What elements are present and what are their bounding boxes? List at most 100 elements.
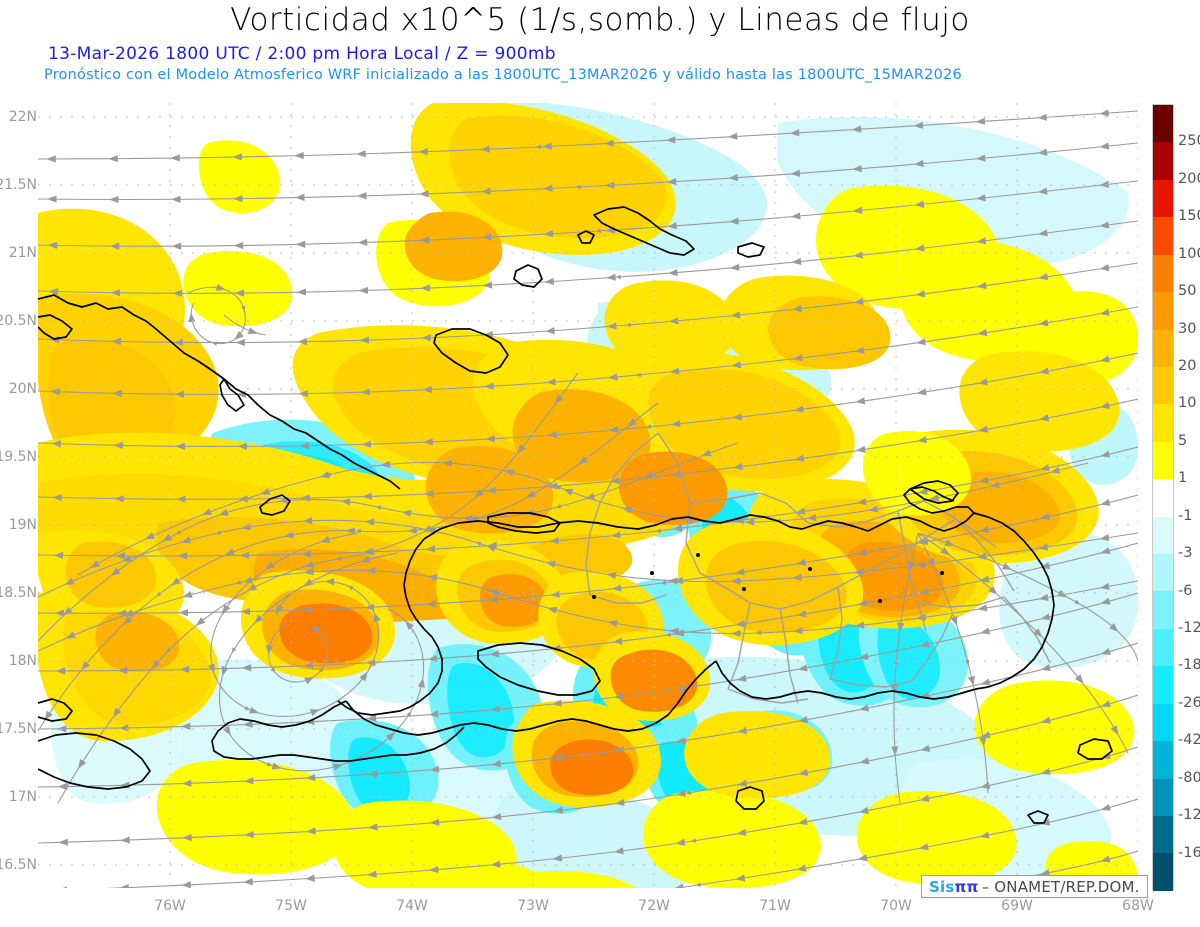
streamline-arrow — [303, 661, 314, 670]
colorbar-cell — [1153, 479, 1173, 517]
streamline-arrow — [276, 604, 284, 615]
streamline-arrow — [171, 195, 181, 203]
streamline-arrow — [162, 533, 173, 542]
streamline-arrow — [737, 726, 748, 734]
streamline-arrow — [607, 322, 617, 330]
streamline-arrow — [407, 526, 418, 534]
streamline-arrow — [320, 535, 331, 543]
colorbar-tick-label: -120 — [1178, 807, 1200, 824]
streamline-arrow — [442, 459, 453, 467]
streamline-arrow — [474, 489, 484, 499]
streamline-arrow — [385, 731, 395, 742]
streamline-arrow — [796, 864, 807, 872]
streamline-arrow — [113, 441, 123, 450]
streamline-arrow — [182, 833, 192, 842]
streamline-arrow — [1109, 623, 1119, 633]
streamline-arrow — [547, 606, 558, 614]
streamline-arrow — [423, 438, 433, 446]
streamline-arrow — [483, 330, 493, 339]
streamline-arrow — [732, 413, 743, 421]
streamline-arrow — [319, 471, 330, 479]
streamline-arrow — [553, 806, 563, 814]
streamline-arrow — [247, 327, 258, 335]
streamline-arrow — [424, 490, 434, 498]
streamline-arrow — [1100, 803, 1111, 811]
streamline-arrow — [793, 354, 803, 362]
colorbar-cell — [1153, 105, 1173, 143]
streamline-arrow — [914, 244, 925, 252]
streamline-arrow — [609, 476, 620, 485]
streamline-arrow — [852, 206, 863, 214]
colorbar-cell — [1153, 142, 1173, 180]
streamline-arrow — [491, 813, 502, 821]
streamline-arrow — [247, 583, 258, 592]
colorbar-cell — [1153, 816, 1173, 854]
streamline-arrow — [235, 338, 245, 347]
streamline-arrow — [609, 426, 619, 434]
streamline-arrow — [360, 555, 371, 563]
streamline-arrow — [552, 854, 563, 862]
attribution-agency: – ONAMET/REP.DOM. — [981, 877, 1140, 896]
streamline-arrow — [604, 181, 615, 189]
colorbar-cell — [1153, 329, 1173, 367]
streamline-arrow — [302, 517, 313, 525]
lat-label-16.5n: 16.5N — [0, 857, 37, 873]
streamline-arrow — [1100, 700, 1111, 708]
streamline-arrow — [980, 731, 991, 739]
streamline-arrow — [1100, 450, 1111, 458]
lat-label-20n: 20N — [8, 381, 37, 397]
colorbar-tick-label: 20 — [1178, 358, 1197, 374]
lon-label-74w: 74W — [396, 898, 428, 914]
streamline-arrow — [668, 577, 678, 585]
streamline-arrow — [345, 527, 355, 535]
streamline-arrow — [806, 514, 817, 522]
streamline-arrow — [919, 794, 930, 802]
streamline-arrow — [480, 145, 490, 153]
lat-label-19.5n: 19.5N — [0, 449, 37, 465]
streamline-arrow — [793, 627, 803, 635]
streamline-arrow — [427, 574, 438, 582]
streamline-arrow — [310, 626, 321, 634]
streamline-arrow — [421, 334, 431, 342]
streamline-arrow — [744, 518, 755, 526]
streamline-arrow — [852, 165, 862, 173]
streamline-arrow — [675, 838, 686, 846]
lon-label-68w: 68W — [1122, 898, 1154, 914]
streamline-arrow — [977, 378, 988, 386]
streamline-arrow — [182, 779, 192, 787]
streamline-arrow — [63, 606, 73, 616]
streamline-arrow — [181, 881, 191, 888]
colorbar-cell — [1153, 778, 1173, 817]
colorbar-tick-label: 250 — [1178, 133, 1200, 150]
streamline-arrow — [729, 217, 739, 225]
streamline-arrow — [733, 462, 743, 470]
streamline-arrow — [907, 561, 916, 572]
streamline-arrow — [182, 590, 193, 598]
streamline-arrow — [237, 442, 247, 450]
colorbar-tick-label: -6 — [1178, 582, 1193, 599]
streamline-arrow — [976, 282, 987, 290]
streamline-arrow — [296, 288, 307, 296]
streamline-arrow — [171, 242, 182, 250]
streamline-arrow — [115, 552, 126, 560]
colorbar-cell — [1153, 441, 1173, 480]
streamline-arrow — [112, 389, 122, 398]
streamline-arrow — [916, 338, 926, 346]
streamline-arrow — [614, 847, 624, 855]
streamline-arrow — [585, 492, 596, 500]
streamline-arrow — [613, 692, 624, 700]
streamline-arrow — [977, 604, 988, 612]
streamline-arrow — [858, 806, 869, 814]
lat-label-18n: 18N — [8, 653, 37, 669]
streamline-arrow — [151, 659, 161, 669]
streamline-arrow — [405, 620, 415, 631]
streamline-arrow — [1100, 401, 1110, 409]
page-title: Vorticidad x10^5 (1/s,somb.) y Lineas de… — [230, 2, 970, 38]
streamline-arrow — [260, 487, 271, 495]
lat-label-19n: 19N — [8, 517, 37, 533]
colorbar-tick-label: 200 — [1178, 170, 1200, 187]
streamline-arrow — [172, 289, 183, 297]
streamline-arrow — [177, 552, 188, 560]
colorbar-cell — [1153, 554, 1173, 592]
streamline-arrow — [1100, 498, 1111, 506]
